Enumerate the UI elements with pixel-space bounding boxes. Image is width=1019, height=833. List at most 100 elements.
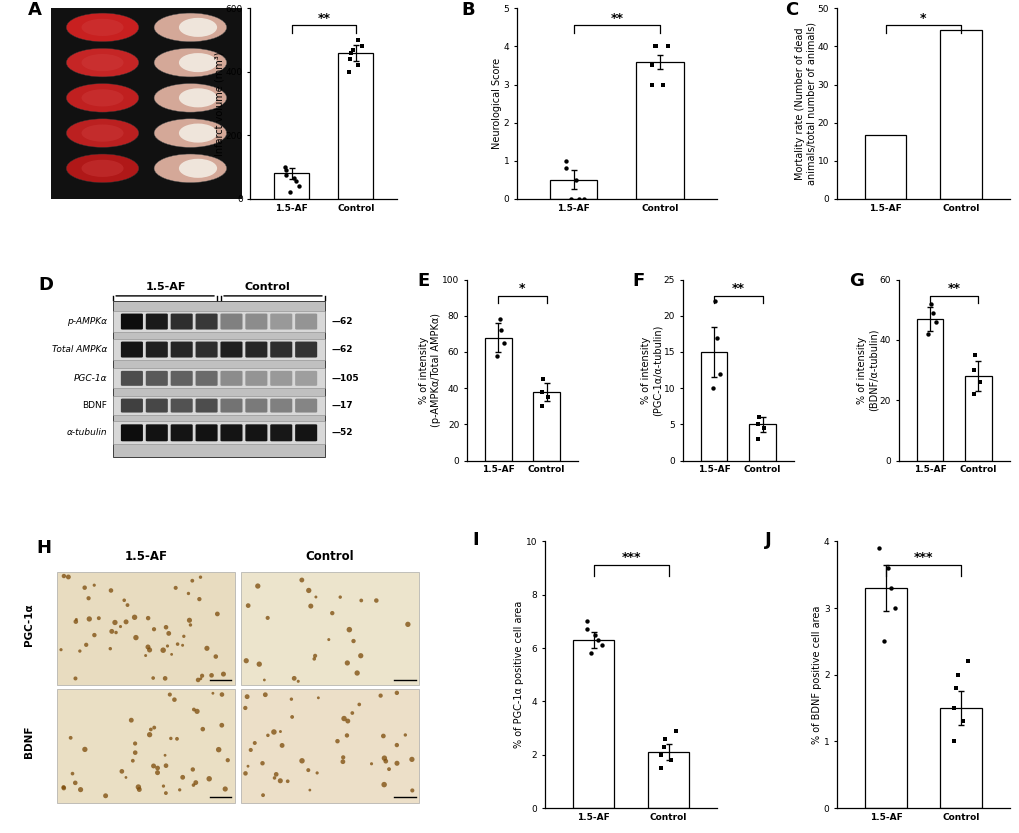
Point (190, 673, 206, 686)
Ellipse shape (178, 17, 217, 37)
Point (886, 601, 902, 615)
Bar (916, 319, 943, 461)
Point (353, 594, 369, 607)
Point (140, 611, 156, 625)
Ellipse shape (82, 89, 123, 107)
Point (404, 753, 420, 766)
FancyBboxPatch shape (146, 424, 168, 441)
Y-axis label: % of intensity
(p-AMPKα/Total AMPKα): % of intensity (p-AMPKα/Total AMPKα) (419, 313, 440, 427)
Point (116, 594, 132, 607)
Bar (940, 30, 980, 199)
Point (376, 778, 392, 791)
Point (341, 52, 358, 66)
Point (539, 391, 555, 404)
Point (157, 671, 173, 685)
Point (169, 732, 185, 746)
Point (300, 764, 316, 777)
Bar (56, 690, 235, 803)
Text: 1.5-AF: 1.5-AF (124, 550, 167, 563)
Point (205, 686, 221, 700)
Point (112, 620, 128, 633)
Point (146, 760, 162, 773)
Point (67, 776, 84, 790)
Point (380, 762, 396, 776)
Bar (700, 352, 727, 461)
Text: **: ** (947, 282, 960, 295)
Bar (864, 588, 906, 808)
FancyBboxPatch shape (220, 342, 243, 357)
Point (119, 598, 136, 611)
Point (293, 573, 310, 586)
Point (272, 725, 288, 738)
FancyBboxPatch shape (196, 424, 217, 441)
Point (293, 754, 310, 767)
Point (184, 763, 201, 776)
Bar (113, 397, 324, 415)
Point (945, 735, 961, 748)
Point (922, 297, 938, 311)
Text: Control: Control (306, 550, 354, 563)
Point (332, 591, 348, 604)
Point (210, 743, 226, 756)
Point (375, 730, 391, 743)
Point (256, 673, 272, 686)
Point (533, 385, 549, 398)
Point (274, 739, 290, 752)
Point (268, 768, 284, 781)
FancyBboxPatch shape (196, 371, 217, 386)
FancyBboxPatch shape (170, 424, 193, 441)
Point (195, 722, 211, 736)
Point (157, 749, 173, 762)
Point (138, 649, 154, 662)
Point (117, 771, 133, 784)
Ellipse shape (66, 48, 139, 77)
Point (535, 372, 551, 386)
Point (376, 751, 392, 765)
Point (194, 669, 210, 682)
Point (193, 571, 209, 584)
Point (285, 172, 302, 185)
FancyBboxPatch shape (121, 313, 143, 330)
Text: PGC-1α: PGC-1α (23, 603, 34, 646)
Point (259, 611, 275, 625)
Point (334, 755, 351, 768)
Point (704, 382, 720, 395)
Point (214, 688, 230, 701)
Point (191, 592, 207, 606)
Point (340, 65, 357, 78)
Text: *: * (919, 12, 925, 25)
Point (344, 43, 361, 57)
Point (339, 715, 356, 728)
Point (399, 618, 416, 631)
Point (239, 599, 256, 612)
Point (307, 649, 323, 662)
Text: **: ** (609, 12, 623, 25)
Point (954, 715, 970, 728)
Point (289, 675, 306, 688)
Y-axis label: Infarct volume (mm³): Infarct volume (mm³) (214, 52, 224, 156)
Point (254, 756, 270, 770)
Text: —105: —105 (331, 374, 359, 383)
FancyBboxPatch shape (270, 424, 292, 441)
Point (491, 312, 507, 326)
Ellipse shape (82, 124, 123, 142)
Ellipse shape (66, 83, 139, 112)
Point (708, 331, 725, 344)
Point (276, 161, 292, 174)
Bar (113, 339, 324, 361)
FancyBboxPatch shape (246, 313, 267, 330)
Point (150, 761, 166, 775)
Point (237, 654, 254, 667)
Point (159, 640, 175, 653)
Point (351, 698, 367, 711)
Point (947, 681, 963, 695)
Point (158, 786, 174, 800)
Ellipse shape (66, 13, 139, 42)
Point (127, 631, 144, 644)
FancyBboxPatch shape (170, 399, 193, 412)
Point (495, 337, 512, 350)
Point (161, 688, 177, 701)
FancyBboxPatch shape (246, 424, 267, 441)
Point (285, 671, 302, 685)
Point (755, 421, 771, 435)
